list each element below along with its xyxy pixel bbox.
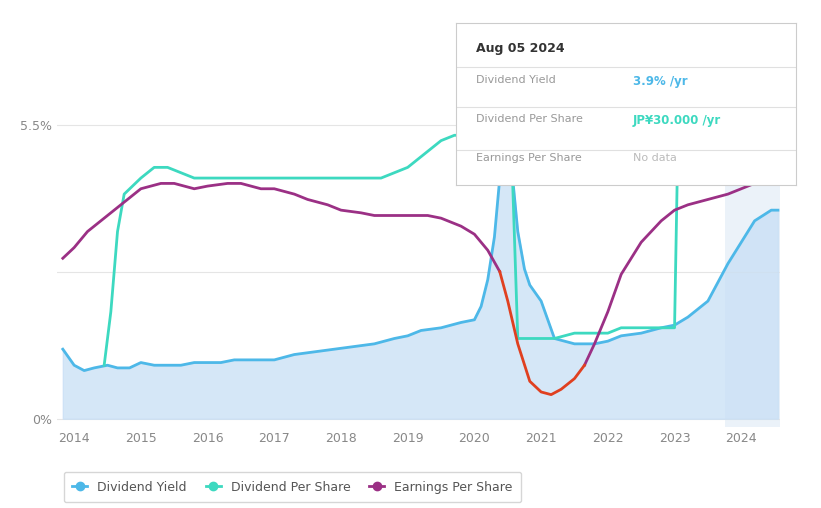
Legend: Dividend Yield, Dividend Per Share, Earnings Per Share: Dividend Yield, Dividend Per Share, Earn… (64, 472, 521, 502)
Text: Dividend Per Share: Dividend Per Share (476, 114, 583, 124)
Text: Past: Past (750, 113, 777, 126)
Text: 3.9% /yr: 3.9% /yr (633, 75, 687, 88)
Text: JP¥30.000 /yr: JP¥30.000 /yr (633, 114, 721, 127)
Bar (725, 71, 780, 427)
Text: Aug 05 2024: Aug 05 2024 (476, 42, 565, 55)
Text: Earnings Per Share: Earnings Per Share (476, 153, 582, 163)
Text: No data: No data (633, 153, 677, 163)
Text: Dividend Yield: Dividend Yield (476, 75, 556, 85)
